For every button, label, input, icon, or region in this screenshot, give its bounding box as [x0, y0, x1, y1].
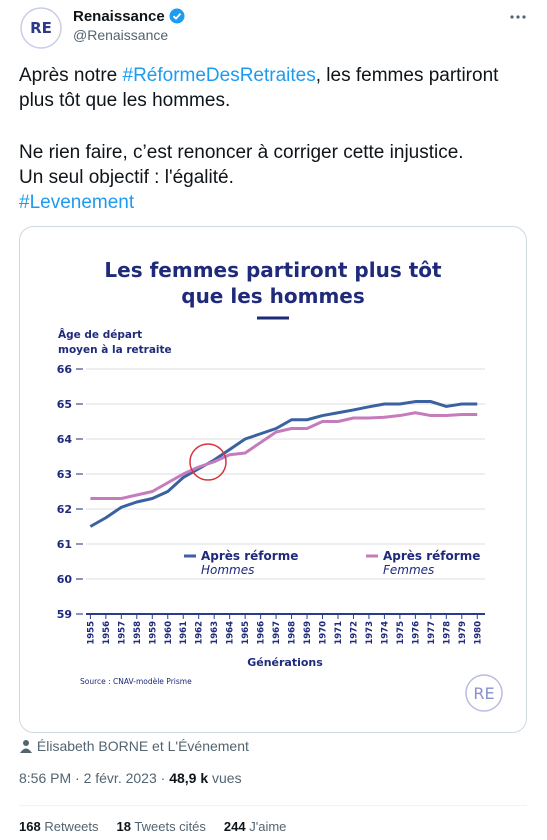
text: Après notre: [19, 65, 123, 86]
series-line: [90, 411, 478, 500]
highlight-circle: [189, 443, 227, 481]
legend-group: Femmes: [383, 563, 434, 577]
x-tick-label: 1975: [396, 621, 406, 645]
avatar[interactable]: RE: [20, 7, 62, 49]
series-line: [89, 400, 478, 528]
stat-count: 18: [116, 819, 131, 834]
views-label: vues: [212, 770, 242, 786]
hashtag[interactable]: #Levenement: [19, 192, 135, 213]
stat-count: 244: [223, 819, 246, 834]
text: Ne rien faire, c’est renoncer à corriger…: [19, 142, 464, 163]
x-tick-label: 1976: [411, 621, 421, 645]
x-tick-label: 1957: [117, 621, 127, 645]
x-tick-label: 1966: [257, 621, 267, 645]
x-tick-label: 1977: [427, 621, 437, 645]
card-border: [19, 226, 527, 733]
x-tick-label: 1972: [349, 621, 359, 645]
x-tick-label: 1969: [303, 621, 313, 645]
y-tick-label: 66: [57, 363, 73, 376]
y-axis-label: moyen à la retraite: [58, 344, 172, 356]
x-tick-label: 1973: [365, 621, 375, 645]
source: Source : CNAV-modèle Prisme: [80, 677, 192, 686]
author-name[interactable]: Renaissance: [73, 8, 165, 25]
y-tick-label: 61: [57, 538, 72, 551]
y-axis-label: Âge de départ: [58, 328, 142, 341]
logo-ring: [465, 674, 503, 712]
tagged-row[interactable]: Élisabeth BORNE et L'Événement: [19, 738, 249, 754]
x-axis-label: Générations: [247, 656, 323, 669]
timestamp[interactable]: 8:56 PM · 2 févr. 2023 ·: [19, 770, 170, 786]
y-tick-label: 59: [57, 608, 72, 621]
handle[interactable]: @Renaissance: [73, 27, 169, 43]
x-tick-label: 1971: [334, 621, 344, 645]
legend-label: Après réforme: [201, 549, 298, 563]
timestamp-row: 8:56 PM · 2 févr. 2023 · 48,9 k vues: [19, 770, 242, 786]
x-tick-label: 1960: [164, 621, 174, 645]
stat-label: Tweets cités: [134, 819, 206, 834]
person-icon: [20, 740, 32, 753]
stat[interactable]: 168 Retweets: [19, 819, 99, 834]
tweet-paragraph: Après notre #RéformeDesRetraites, les fe…: [19, 63, 529, 113]
chart-title: Les femmes partiront plus tôt: [104, 258, 442, 282]
x-tick-label: 1968: [288, 621, 298, 645]
y-tick-label: 63: [57, 468, 72, 481]
x-tick-label: 1970: [319, 621, 329, 645]
stat[interactable]: 18 Tweets cités: [117, 819, 206, 834]
x-tick-label: 1974: [380, 621, 390, 645]
chart-title: que les hommes: [181, 284, 365, 308]
y-tick-label: 65: [57, 398, 72, 411]
logo: RE: [473, 684, 494, 703]
y-tick-label: 60: [57, 573, 73, 586]
stat-label: Retweets: [44, 819, 99, 834]
stat-label: J'aime: [249, 819, 287, 834]
x-tick-label: 1955: [86, 621, 96, 645]
verified-badge: [169, 8, 185, 24]
x-tick-label: 1962: [195, 621, 205, 645]
x-tick-label: 1978: [442, 621, 452, 645]
x-tick-label: 1967: [272, 621, 282, 645]
stat-count: 168: [19, 819, 41, 834]
x-tick-label: 1959: [148, 621, 158, 645]
x-tick-label: 1980: [473, 621, 483, 645]
views-count: 48,9 k: [169, 770, 209, 786]
more-menu[interactable]: [508, 12, 528, 22]
x-tick-label: 1965: [241, 621, 251, 645]
divider: [19, 805, 527, 806]
x-tick-label: 1979: [458, 621, 468, 645]
y-tick-label: 62: [57, 503, 72, 516]
y-tick-label: 64: [57, 433, 73, 446]
x-tick-label: 1964: [226, 621, 236, 645]
tagged-users[interactable]: Élisabeth BORNE et L'Événement: [36, 738, 249, 754]
text: , les femmes partiront plus tôt que les …: [19, 65, 499, 111]
hashtag[interactable]: #RéformeDesRetraites: [122, 65, 316, 86]
x-tick-label: 1961: [179, 621, 189, 645]
legend-group: Hommes: [201, 563, 254, 577]
author-row: Renaissance: [73, 8, 185, 25]
text: Un seul objectif : l'égalité.: [19, 167, 234, 188]
stat[interactable]: 244 J'aime: [224, 819, 287, 834]
avatar-text: RE: [30, 19, 52, 37]
stats-row: 168 Retweets 18 Tweets cités 244 J'aime: [19, 819, 304, 834]
chart[interactable]: Les femmes partiront plus tôt que les ho…: [19, 226, 527, 734]
x-tick-label: 1958: [133, 621, 143, 645]
x-tick-label: 1956: [102, 621, 112, 645]
legend-label: Après réforme: [383, 549, 480, 563]
x-tick-label: 1963: [210, 621, 220, 645]
tweet-paragraph: Ne rien faire, c’est renoncer à corriger…: [19, 140, 464, 215]
